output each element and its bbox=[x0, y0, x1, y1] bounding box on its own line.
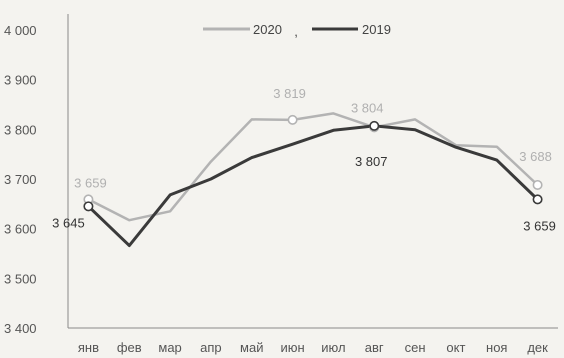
legend-label: 2019 bbox=[362, 22, 391, 37]
y-tick-label: 3 400 bbox=[4, 321, 37, 336]
data-label: 3 819 bbox=[273, 86, 306, 101]
x-tick-label: авг bbox=[365, 340, 384, 355]
data-label: 3 645 bbox=[52, 215, 85, 230]
data-label: 3 659 bbox=[523, 218, 556, 233]
data-point-marker bbox=[532, 179, 543, 190]
x-tick-label: май bbox=[240, 340, 263, 355]
data-label: 3 688 bbox=[519, 149, 552, 164]
x-tick-label: мар bbox=[158, 340, 181, 355]
data-point-marker bbox=[83, 201, 94, 212]
x-tick-label: июн bbox=[280, 340, 304, 355]
data-label: 3 804 bbox=[351, 100, 384, 115]
x-tick-label: апр bbox=[200, 340, 222, 355]
x-tick-label: дек bbox=[527, 340, 548, 355]
legend-separator: , bbox=[294, 24, 298, 39]
series-line bbox=[86, 124, 540, 248]
data-point-marker bbox=[287, 114, 298, 125]
y-tick-label: 3 500 bbox=[4, 271, 37, 286]
x-tick-label: сен bbox=[405, 340, 426, 355]
data-label: 3 659 bbox=[74, 175, 107, 190]
x-tick-label: июл bbox=[321, 340, 345, 355]
y-tick-label: 3 700 bbox=[4, 172, 37, 187]
y-tick-label: 3 800 bbox=[4, 122, 37, 137]
x-tick-label: окт bbox=[446, 340, 465, 355]
x-tick-label: фев bbox=[117, 340, 142, 355]
data-point-marker bbox=[532, 194, 543, 205]
y-tick-label: 3 600 bbox=[4, 222, 37, 237]
data-label: 3 807 bbox=[355, 154, 388, 169]
x-tick-label: янв bbox=[78, 340, 99, 355]
y-tick-label: 4 000 bbox=[4, 23, 37, 38]
x-tick-label: ноя bbox=[486, 340, 507, 355]
legend-label: 2020 bbox=[253, 22, 282, 37]
y-tick-label: 3 900 bbox=[4, 73, 37, 88]
series-line bbox=[87, 112, 539, 222]
data-point-marker bbox=[369, 120, 380, 131]
